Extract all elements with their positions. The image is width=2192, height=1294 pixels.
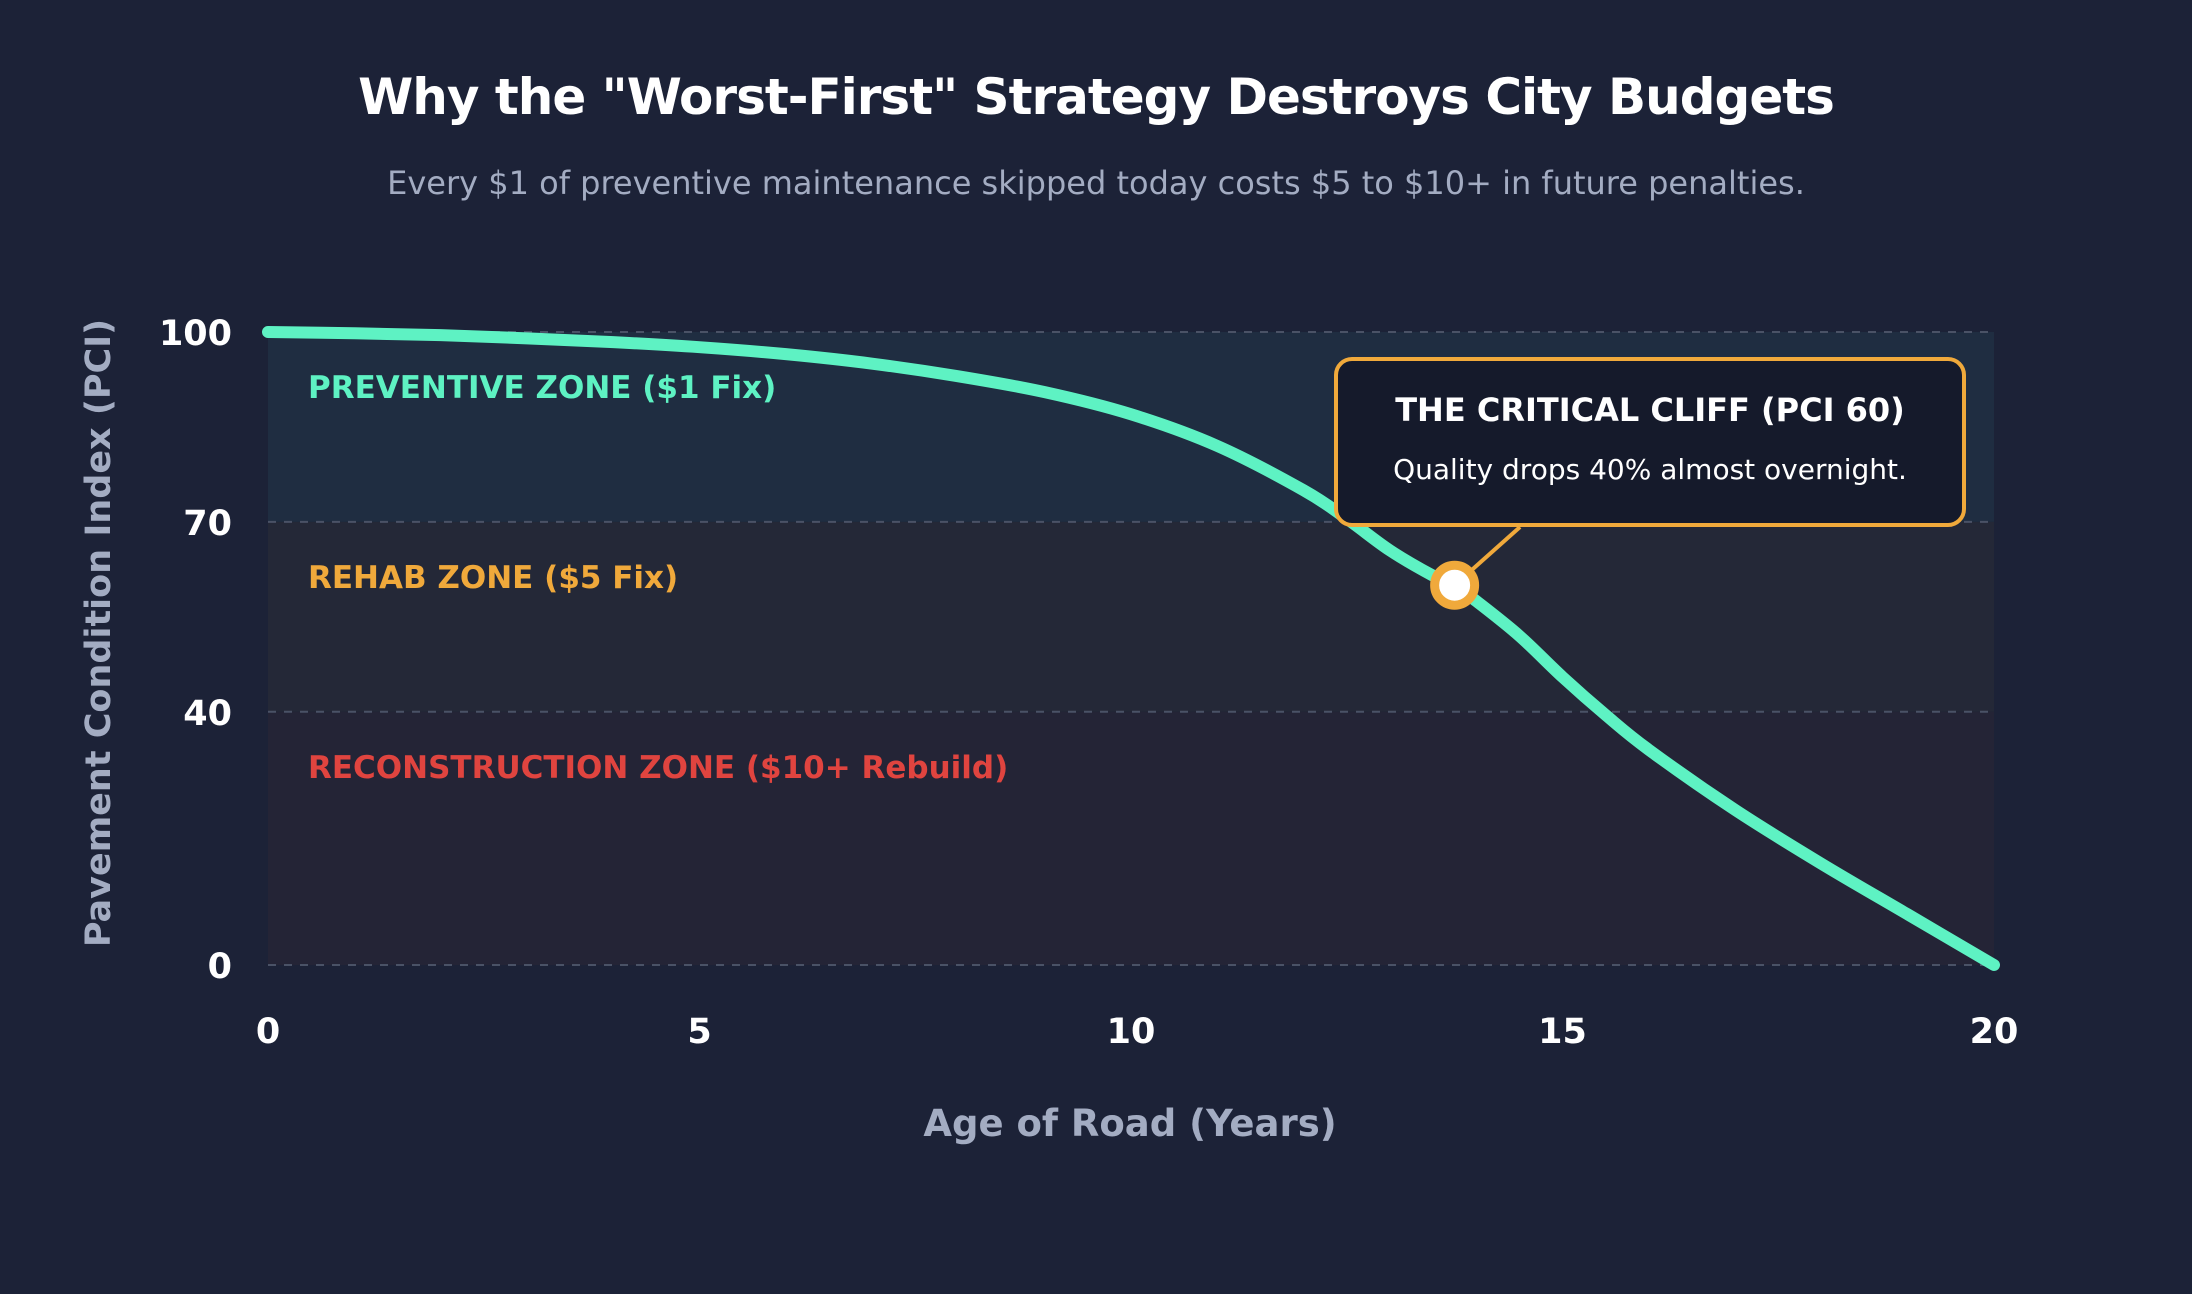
zone-band [268, 711, 1994, 965]
callout-title: THE CRITICAL CLIFF (PCI 60) [1395, 391, 1905, 429]
callout-text: Quality drops 40% almost overnight. [1393, 453, 1907, 486]
x-axis-label: Age of Road (Years) [923, 1102, 1336, 1145]
zone-labels: PREVENTIVE ZONE ($1 Fix) REHAB ZONE ($5 F… [308, 370, 1008, 786]
x-tick-label: 10 [1107, 1012, 1156, 1052]
zone-label: REHAB ZONE ($5 Fix) [308, 560, 678, 596]
chart-subtitle: Every $1 of preventive maintenance skipp… [387, 164, 1805, 202]
y-tick-label: 70 [183, 504, 232, 544]
x-tick-label: 5 [687, 1012, 711, 1052]
x-ticks: 0 5 10 15 20 [256, 1012, 2019, 1052]
y-tick-label: 0 [208, 947, 232, 987]
critical-cliff-marker [1430, 560, 1480, 610]
y-ticks: 0 40 70 100 [159, 314, 232, 987]
y-axis-label: Pavement Condition Index (PCI) [79, 319, 119, 947]
pci-curve [262, 326, 2000, 971]
y-tick-label: 100 [159, 314, 232, 354]
critical-cliff-callout: THE CRITICAL CLIFF (PCI 60) Quality drop… [1334, 357, 1966, 527]
x-tick-label: 0 [256, 1012, 280, 1052]
zone-label: PREVENTIVE ZONE ($1 Fix) [308, 370, 776, 406]
zones-layer [268, 332, 1994, 965]
x-tick-label: 20 [1970, 1012, 2019, 1052]
y-tick-label: 40 [183, 694, 232, 734]
chart-title: Why the "Worst-First" Strategy Destroys … [358, 68, 1835, 126]
zone-label: RECONSTRUCTION ZONE ($10+ Rebuild) [308, 750, 1008, 786]
zone-band [268, 521, 1994, 712]
callout-layer [1430, 525, 1522, 610]
curve-layer [262, 326, 2000, 971]
x-tick-label: 15 [1538, 1012, 1587, 1052]
